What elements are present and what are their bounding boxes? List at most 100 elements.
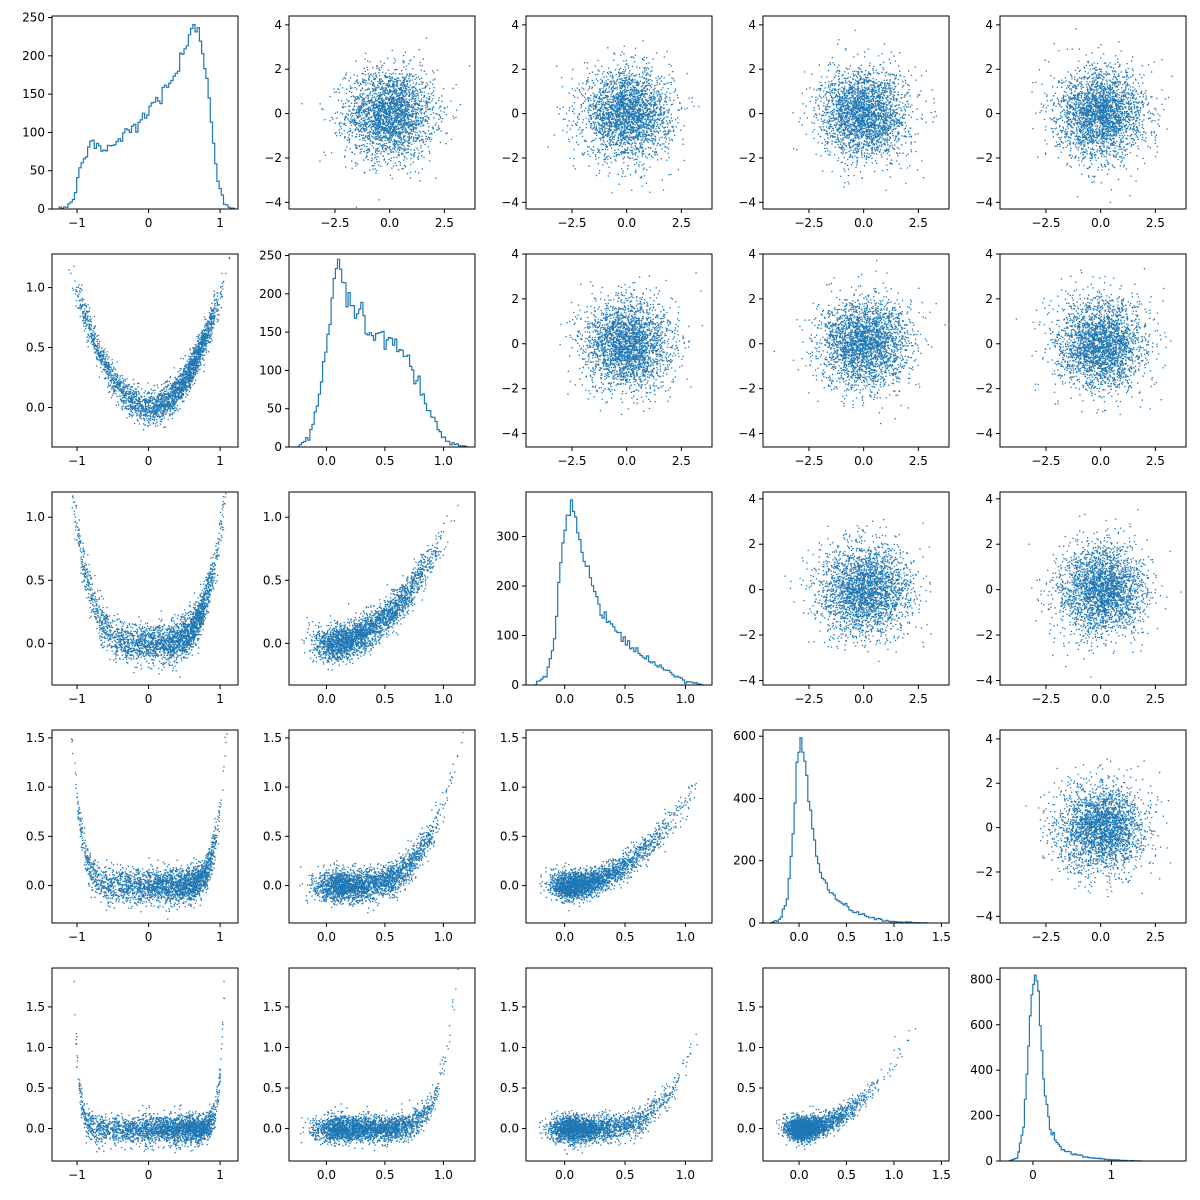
scatter-point [372, 145, 373, 146]
scatter-point [420, 147, 421, 148]
scatter-point [358, 98, 359, 99]
scatter-point [369, 76, 370, 77]
scatter-point [376, 161, 377, 162]
scatter-point [375, 104, 376, 105]
scatter-point [403, 55, 404, 56]
scatter-point [404, 105, 405, 106]
scatter-point [412, 117, 413, 118]
scatter-point [348, 139, 349, 140]
scatter-point [391, 139, 392, 140]
scatter-point [377, 118, 378, 119]
scatter-point [429, 88, 430, 89]
scatter-point [400, 92, 401, 93]
scatter-point [421, 136, 422, 137]
scatter-point [440, 106, 441, 107]
scatter-point [443, 111, 444, 112]
scatter-point [385, 133, 386, 134]
scatter-point [370, 107, 371, 108]
scatter-point [350, 85, 351, 86]
scatter-point [400, 162, 401, 163]
scatter-point [351, 87, 352, 88]
scatter-point [404, 100, 405, 101]
scatter-point [394, 84, 395, 85]
scatter-point [393, 97, 394, 98]
scatter-point [395, 118, 396, 119]
scatter-point [398, 152, 399, 153]
scatter-point [451, 139, 452, 140]
scatter-point [404, 101, 405, 102]
scatter-point [395, 162, 396, 163]
scatter-point [382, 101, 383, 102]
scatter-point [401, 90, 402, 91]
scatter-point [380, 92, 381, 93]
scatter-point [399, 108, 400, 109]
scatter-point [426, 141, 427, 142]
scatter-point [363, 125, 364, 126]
scatter-point [412, 126, 413, 127]
scatter-point [413, 96, 414, 97]
scatter-point [383, 114, 384, 115]
scatter-point [373, 77, 374, 78]
pair-plot-figure: −1 0 1050100150200250−2.5 0.0 2.5−4−2024−2.5… [0, 0, 1200, 1200]
scatter-point [445, 133, 446, 134]
scatter-point [379, 78, 380, 79]
scatter-point [360, 124, 361, 125]
scatter-point [368, 113, 369, 114]
scatter-points [301, 38, 470, 208]
scatter-point [408, 134, 409, 135]
scatter-point [387, 113, 388, 114]
scatter-point [340, 126, 341, 127]
scatter-point [432, 70, 433, 71]
scatter-point [364, 98, 365, 99]
scatter-point [377, 113, 378, 114]
scatter-point [367, 69, 368, 70]
scatter-point [410, 89, 411, 90]
scatter-point [378, 134, 379, 135]
scatter-point [406, 99, 407, 100]
scatter-point [394, 89, 395, 90]
scatter-point [365, 116, 366, 117]
scatter-point [365, 97, 366, 98]
scatter-point [418, 118, 419, 119]
scatter-point [376, 127, 377, 128]
scatter-point [378, 124, 379, 125]
scatter-point [383, 90, 384, 91]
scatter-point [414, 99, 415, 100]
scatter-point [408, 95, 409, 96]
scatter-point [399, 88, 400, 89]
scatter-point [378, 148, 379, 149]
scatter-point [377, 81, 378, 82]
scatter-point [413, 156, 414, 157]
scatter-point [378, 87, 379, 88]
scatter-point [440, 142, 441, 143]
scatter-point [388, 92, 389, 93]
scatter-point [406, 94, 407, 95]
scatter-point [369, 150, 370, 151]
scatter-point [392, 50, 393, 51]
scatter-point [361, 73, 362, 74]
scatter-point [456, 110, 457, 111]
scatter-point [406, 108, 407, 109]
scatter-point [352, 135, 353, 136]
scatter-point [385, 162, 386, 163]
scatter-point [424, 92, 425, 93]
scatter-point [352, 152, 353, 153]
y-tick-label: 0 [37, 202, 45, 216]
scatter-point [354, 118, 355, 119]
scatter-point [367, 138, 368, 139]
scatter-point [410, 158, 411, 159]
scatter-point [441, 101, 442, 102]
scatter-point [341, 100, 342, 101]
scatter-point [361, 103, 362, 104]
scatter-point [378, 135, 379, 136]
scatter-point [368, 126, 369, 127]
scatter-point [392, 77, 393, 78]
scatter-point [382, 65, 383, 66]
scatter-point [385, 137, 386, 138]
scatter-point [384, 140, 385, 141]
scatter-point [376, 128, 377, 129]
scatter-point [406, 132, 407, 133]
scatter-point [424, 116, 425, 117]
scatter-point [393, 106, 394, 107]
